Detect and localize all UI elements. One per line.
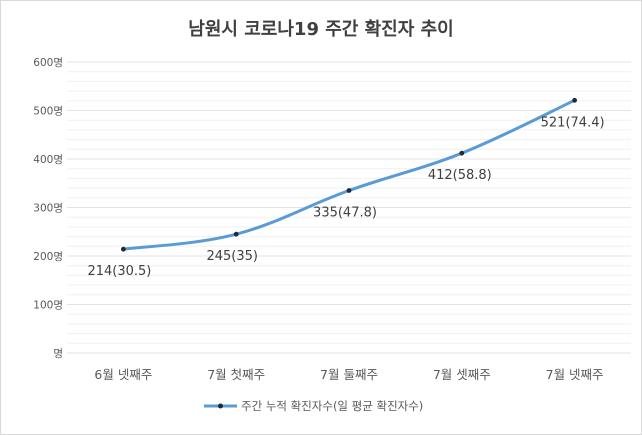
x-tick-label: 7월 첫째주 [207,367,265,382]
data-labels: 214(30.5) 245(35) 335(47.8) 412(58.8) 521(74… [87,115,604,279]
data-label: 214(30.5) [87,264,151,279]
x-axis-ticks: 6월 넷째주 7월 첫째주 7월 둘째주 7월 셋째주 7월 넷째주 [94,367,603,382]
x-tick-label: 7월 넷째주 [546,367,604,382]
data-point-marker [346,188,352,193]
legend-marker-swatch [218,403,223,409]
y-tick-label: 100명 [33,300,63,312]
data-point-marker [572,97,577,103]
data-label: 245(35) [206,249,258,264]
data-point-marker [121,246,126,252]
x-tick-label: 7월 둘째주 [320,367,378,382]
chart-title: 남원시 코로나19 주간 확진자 추이 [188,19,453,40]
series-layer [121,97,577,252]
y-tick-label: 명 [53,348,63,360]
y-axis-ticks: 명 100명 200명 300명 400명 500명 600명 [33,57,63,360]
y-tick-label: 200명 [33,251,63,263]
data-label: 412(58.8) [428,168,492,183]
x-tick-label: 6월 넷째주 [94,367,152,382]
y-tick-label: 600명 [33,57,63,69]
y-tick-label: 300명 [33,203,63,215]
y-tick-label: 500명 [33,106,63,118]
data-point-marker [459,150,465,156]
legend-series-label: 주간 누적 확진자수(일 평균 확진자수) [241,399,423,413]
x-tick-label: 7월 셋째주 [433,367,491,382]
y-tick-label: 400명 [33,154,63,166]
data-label: 521(74.4) [541,115,605,130]
data-point-marker [233,231,239,237]
legend[interactable]: 주간 누적 확진자수(일 평균 확진자수) [204,399,423,413]
data-label: 335(47.8) [313,206,377,221]
